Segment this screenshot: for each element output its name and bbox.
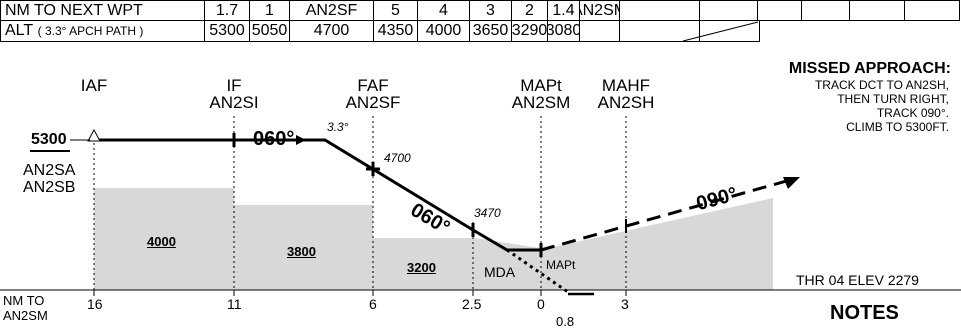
table-row1-cell	[802, 0, 850, 21]
alt-label: ALT	[5, 22, 34, 39]
faf-cross-icon	[366, 162, 380, 176]
table-row1-cell: 2	[512, 0, 548, 21]
obstacle-area-3200	[373, 238, 475, 290]
threshold-label: THR 04 ELEV 2279	[796, 272, 919, 288]
scale-label-0: 0	[537, 296, 545, 312]
table-row2-cell: 4350	[374, 21, 418, 42]
msa-label-4000: 4000	[147, 234, 176, 249]
distance-altitude-table: NM TO NEXT WPT ALT ( 3.3° APCH PATH ) 1.…	[0, 0, 961, 58]
mapt-label: MAPt	[520, 76, 562, 95]
table-row1-cell: 1.7	[205, 0, 250, 21]
distance-scale-label-2: AN2SM	[3, 308, 48, 323]
initial-fix-a: AN2SA	[23, 162, 76, 179]
mahf-label: MAHF	[601, 76, 651, 95]
msa-label-3200: 3200	[407, 260, 436, 275]
scale-label-6: 6	[369, 296, 377, 312]
table-row2-cell: 3080	[548, 21, 580, 42]
partial-distance-label: 0.8	[556, 314, 575, 329]
missed-approach-title: MISSED APPROACH:	[788, 60, 951, 77]
course-label-inbound-1: 060°	[253, 128, 295, 150]
table-row1-cell: AN2SM	[580, 0, 620, 21]
scale-label-2-5: 2.5	[462, 296, 482, 312]
scale-label-3: 3	[621, 296, 629, 312]
glide-extension	[506, 248, 569, 294]
distance-scale-label-1: NM TO	[3, 293, 45, 308]
missed-approach-line-2: THEN TURN RIGHT,	[837, 92, 949, 106]
scale-label-11: 11	[227, 296, 242, 312]
table-row1-cell	[620, 0, 700, 21]
table-row2-cell: 4000	[418, 21, 470, 42]
table-row2-cell: 3650	[470, 21, 512, 42]
faf-name: AN2SF	[345, 93, 401, 112]
obstacle-area-4000	[94, 188, 234, 290]
missed-approach-line-1: TRACK DCT TO AN2SH,	[814, 78, 949, 92]
table-row2-cell: 3290	[512, 21, 548, 42]
faf-altitude-label: 4700	[384, 151, 411, 165]
missed-approach-line-3: TRACK 090°.	[876, 106, 949, 120]
table-row1-cell: 1.4	[548, 0, 580, 21]
table-row1-cell: 3	[470, 0, 512, 21]
table-row2-empty-cell	[580, 21, 760, 42]
table-row1-cell: 1	[250, 0, 290, 21]
table-row1-cell: 4	[418, 0, 470, 21]
missed-approach-line-4: CLIMB TO 5300FT.	[846, 120, 949, 134]
table-row1-cell: 5	[374, 0, 418, 21]
mahf-name: AN2SH	[597, 93, 655, 112]
mda-label: MDA	[484, 264, 516, 280]
table-row2-label: ALT ( 3.3° APCH PATH )	[0, 21, 205, 42]
table-row2-cell: 5300	[205, 21, 250, 42]
initial-altitude: 5300	[31, 131, 67, 148]
alt-label-sub: ( 3.3° APCH PATH )	[37, 24, 144, 38]
table-diagonal	[682, 21, 759, 42]
obstacle-area-missed	[540, 198, 773, 290]
course-arrow-1	[296, 135, 306, 145]
iaf-triangle-icon	[87, 128, 101, 142]
scale-label-16: 16	[87, 296, 103, 312]
iaf-label: IAF	[80, 76, 108, 95]
notes-title: NOTES	[830, 302, 899, 324]
table-row1-cell	[758, 0, 802, 21]
table-row1-cell	[700, 0, 758, 21]
table-row1-cell	[905, 0, 960, 21]
faf-label: FAF	[357, 76, 389, 95]
if-name: AN2SI	[209, 93, 259, 112]
table-row1-cell	[850, 0, 905, 21]
obstacle-area-3800	[234, 205, 373, 290]
table-row1-cell: AN2SF	[290, 0, 374, 21]
if-label: IF	[226, 76, 242, 95]
initial-fix-b: AN2SB	[23, 179, 76, 196]
glide-angle-label: 3.3°	[327, 120, 349, 134]
missed-arrow	[783, 177, 800, 189]
msa-label-3800: 3800	[287, 244, 316, 259]
step-altitude-label: 3470	[474, 206, 501, 220]
table-row2-cell: 5050	[250, 21, 290, 42]
mapt-name: AN2SM	[511, 93, 571, 112]
mapt-profile-label: MAPt	[546, 258, 576, 272]
table-row2-cell: 4700	[290, 21, 374, 42]
table-row1-label: NM TO NEXT WPT	[0, 0, 205, 21]
